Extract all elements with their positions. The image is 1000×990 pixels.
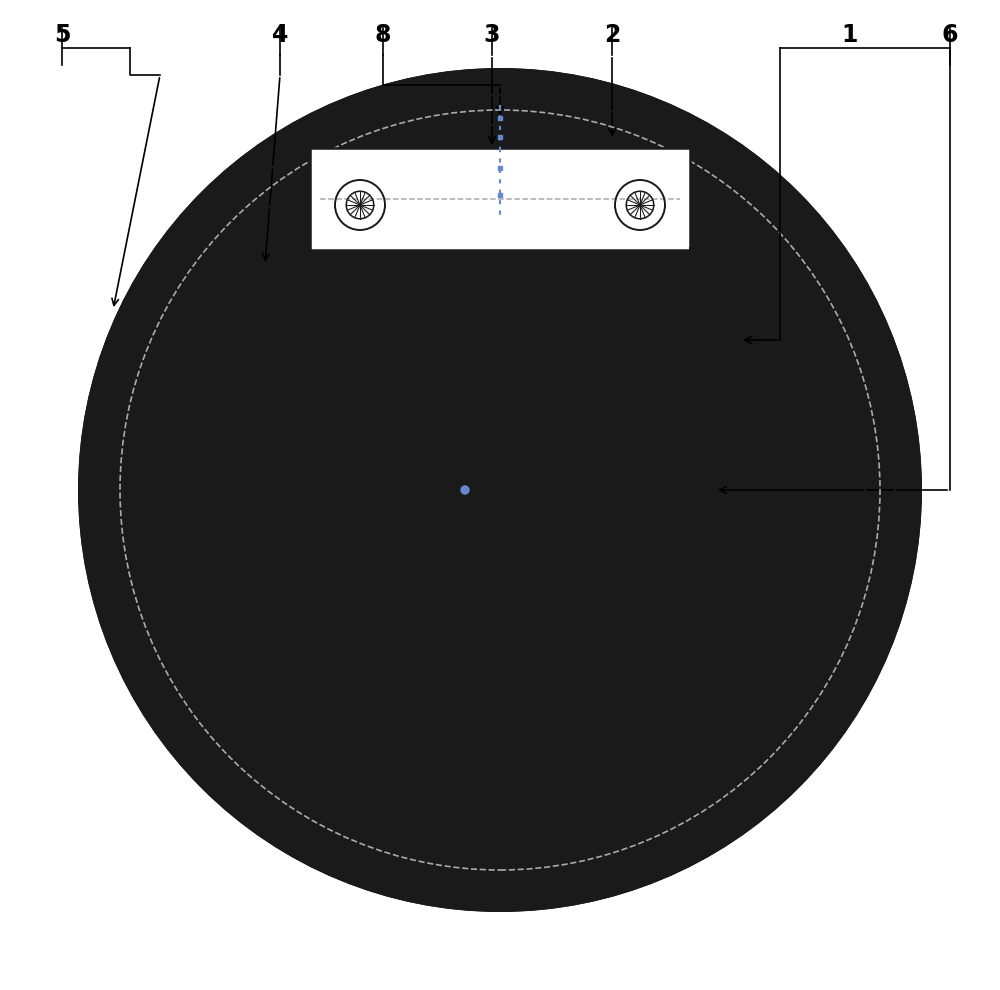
Circle shape xyxy=(404,404,436,436)
Text: 6: 6 xyxy=(942,23,958,47)
Circle shape xyxy=(564,404,596,436)
Bar xyxy=(310,148,690,250)
Circle shape xyxy=(80,70,920,910)
Text: 1: 1 xyxy=(842,23,858,47)
Text: 3: 3 xyxy=(484,23,500,47)
Circle shape xyxy=(564,544,596,576)
Circle shape xyxy=(404,544,436,576)
Circle shape xyxy=(461,486,469,494)
Text: 5: 5 xyxy=(54,23,70,47)
Text: 4: 4 xyxy=(272,23,288,47)
Text: 8: 8 xyxy=(375,23,391,47)
Circle shape xyxy=(285,275,715,705)
Text: 2: 2 xyxy=(604,23,620,47)
